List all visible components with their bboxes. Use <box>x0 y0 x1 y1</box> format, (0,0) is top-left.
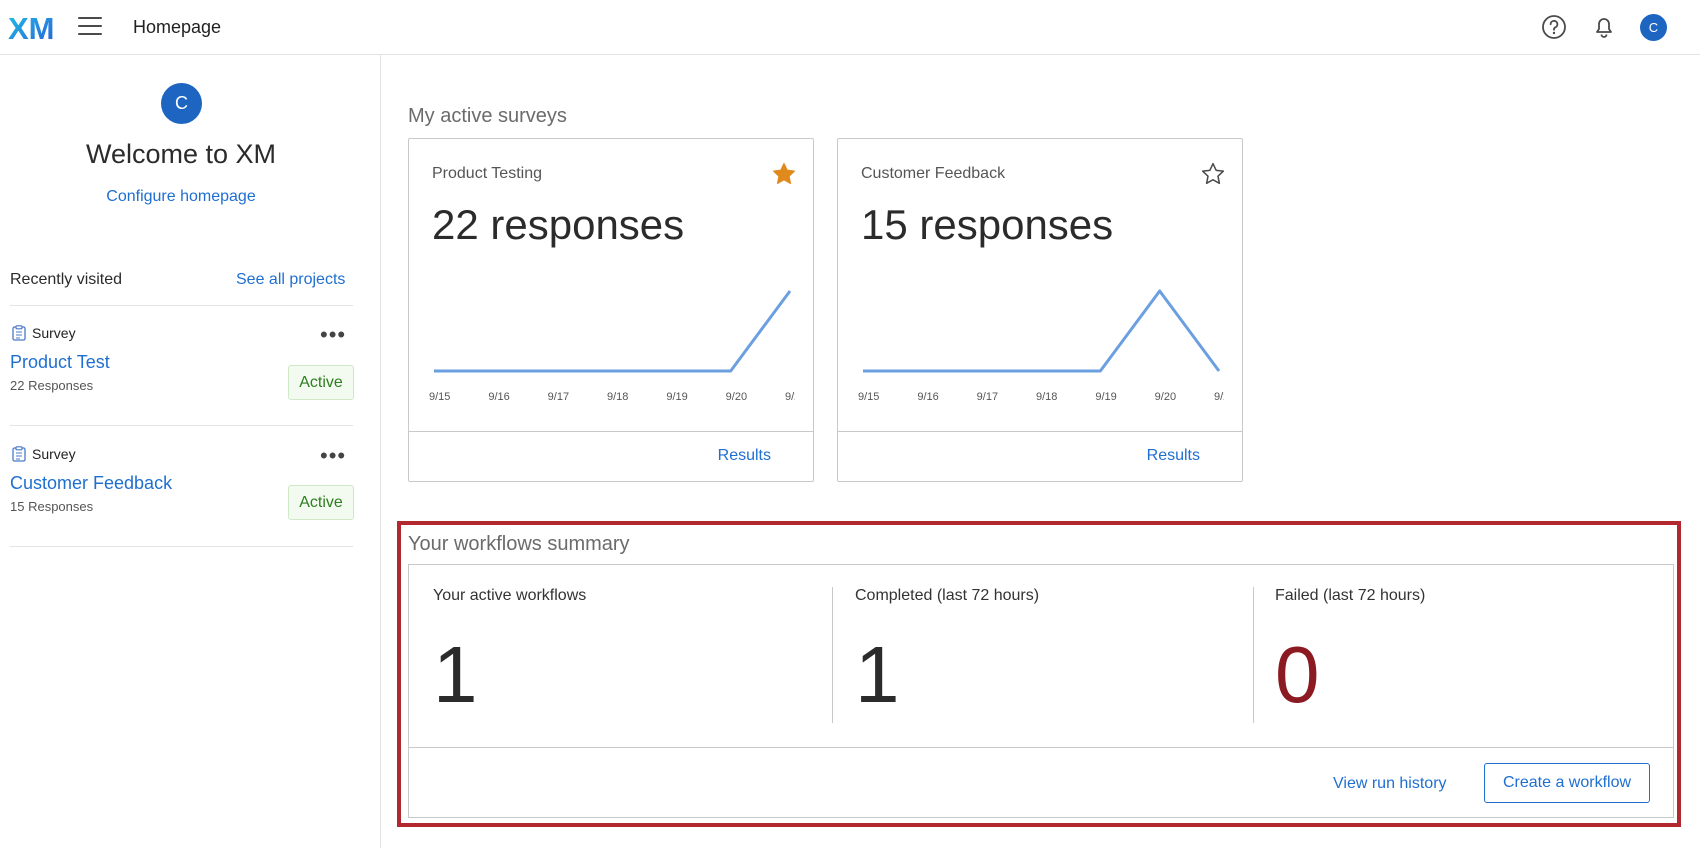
divider <box>409 747 1673 748</box>
more-horizontal-icon[interactable]: ••• <box>320 443 347 468</box>
divider <box>409 431 813 432</box>
menu-icon[interactable] <box>78 17 102 37</box>
clipboard-icon <box>12 325 26 341</box>
status-badge: Active <box>288 485 354 520</box>
page-title: Homepage <box>133 17 222 37</box>
svg-text:XM: XM <box>8 11 54 44</box>
project-response-count: 22 Responses <box>10 378 94 393</box>
workflows-summary-title: Your workflows summary <box>408 533 630 555</box>
divider <box>10 305 353 306</box>
stat-label: Failed (last 72 hours) <box>1275 587 1426 604</box>
date-tick-label: 9/20 <box>1155 391 1176 403</box>
divider <box>1253 587 1254 723</box>
star-icon[interactable] <box>1200 161 1226 187</box>
sparkline-series <box>434 290 792 373</box>
top-bar: XM Homepage C <box>0 0 1700 55</box>
stat-label: Your active workflows <box>433 587 587 604</box>
create-workflow-button[interactable]: Create a workflow <box>1484 763 1650 803</box>
date-tick-label: 9/17 <box>548 391 569 403</box>
stat-value: 1 <box>855 630 900 719</box>
date-tick-label: 9/20 <box>726 391 747 403</box>
view-run-history-link[interactable]: View run history <box>1333 775 1447 792</box>
more-horizontal-icon[interactable]: ••• <box>320 322 347 347</box>
date-tick-label: 9/15 <box>858 391 879 403</box>
sidebar: C Welcome to XM Configure homepage Recen… <box>0 55 381 848</box>
see-all-projects-link[interactable]: See all projects <box>236 271 346 288</box>
date-tick-label: 9/16 <box>917 391 938 403</box>
clipboard-icon <box>12 446 26 462</box>
date-tick-label: 9/17 <box>977 391 998 403</box>
recently-visited-label: Recently visited <box>10 271 123 288</box>
help-circle-icon[interactable] <box>1541 14 1567 40</box>
configure-homepage-link[interactable]: Configure homepage <box>106 188 256 205</box>
stat-label: Completed (last 72 hours) <box>855 587 1040 604</box>
workflows-summary-panel: Your active workflows 1 Completed (last … <box>408 564 1674 818</box>
date-tick-label: 9/16 <box>488 391 509 403</box>
survey-card-name: Customer Feedback <box>861 165 1006 182</box>
divider <box>10 546 353 547</box>
survey-card[interactable]: Customer Feedback 15 responses 9/15 9/16 9… <box>837 138 1243 482</box>
welcome-heading: Welcome to XM <box>85 139 277 169</box>
results-link[interactable]: Results <box>717 447 771 464</box>
stat-value: 1 <box>433 630 478 719</box>
survey-card[interactable]: Product Testing 22 responses 9/15 9/16 9/1… <box>408 138 814 482</box>
xm-logo[interactable]: XM <box>8 10 54 44</box>
date-tick-label: 9/18 <box>1036 391 1057 403</box>
status-badge: Active <box>288 365 354 400</box>
bell-icon[interactable] <box>1591 14 1617 40</box>
survey-response-count: 15 responses <box>861 201 1114 248</box>
project-name-link[interactable]: Customer Feedback <box>10 473 173 493</box>
divider <box>838 431 1242 432</box>
project-type: Survey <box>12 325 76 341</box>
date-tick-label: 9/18 <box>607 391 628 403</box>
divider <box>10 425 353 426</box>
survey-card-name: Product Testing <box>432 165 542 182</box>
survey-response-count: 22 responses <box>432 201 685 248</box>
response-sparkline: 9/15 9/16 9/17 9/18 9/19 9/20 9/21 <box>429 290 795 403</box>
star-icon[interactable] <box>771 161 797 187</box>
project-name-link[interactable]: Product Test <box>10 352 110 372</box>
sparkline-series <box>863 289 1221 373</box>
highlight-box <box>397 521 1681 827</box>
date-tick-label: 9/15 <box>429 391 450 403</box>
avatar: C <box>161 83 202 124</box>
project-type-label: Survey <box>32 446 76 462</box>
date-tick-label: 9/19 <box>1095 391 1116 403</box>
stat-value: 0 <box>1275 630 1320 719</box>
date-tick-label: 9/19 <box>666 391 687 403</box>
project-response-count: 15 Responses <box>10 499 94 514</box>
project-type-label: Survey <box>32 325 76 341</box>
response-sparkline: 9/15 9/16 9/17 9/18 9/19 9/20 9/21 <box>858 289 1224 403</box>
user-avatar[interactable]: C <box>1640 14 1667 41</box>
date-tick-label: 9/21 <box>785 391 795 403</box>
divider <box>832 587 833 723</box>
date-tick-label: 9/21 <box>1214 391 1224 403</box>
results-link[interactable]: Results <box>1146 447 1200 464</box>
project-type: Survey <box>12 446 76 462</box>
active-surveys-title: My active surveys <box>408 105 567 127</box>
